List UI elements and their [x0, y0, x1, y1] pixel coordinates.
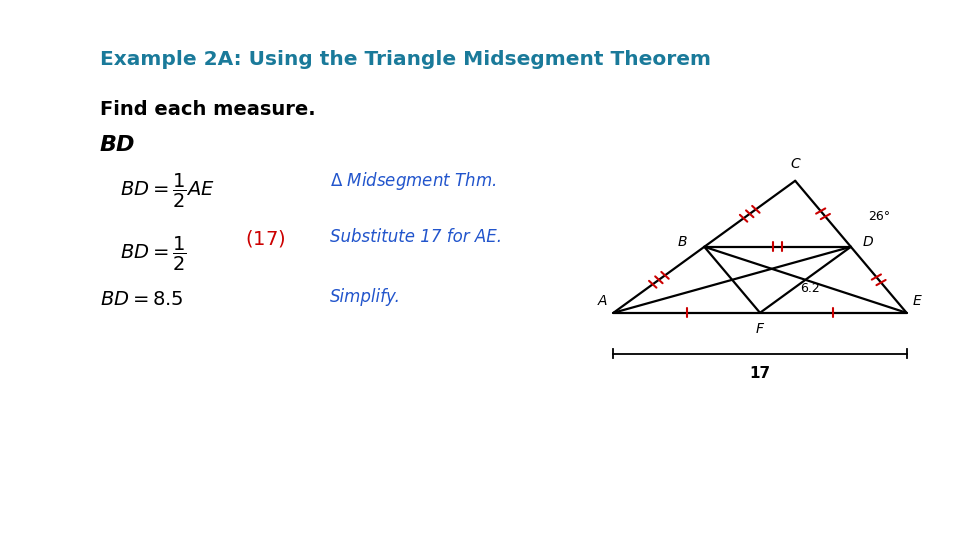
Text: E: E [912, 294, 922, 308]
Text: 6.2: 6.2 [800, 282, 820, 295]
Text: 26°: 26° [869, 210, 891, 223]
Text: Substitute 17 for AE.: Substitute 17 for AE. [330, 228, 502, 246]
Text: 17: 17 [750, 366, 771, 381]
Text: $\it{BD} = \dfrac{1}{2}$: $\it{BD} = \dfrac{1}{2}$ [120, 235, 187, 273]
Text: D: D [863, 235, 874, 249]
Text: $(17)$: $(17)$ [245, 228, 285, 249]
Text: Find each measure.: Find each measure. [100, 100, 316, 119]
Text: B: B [677, 235, 686, 249]
Text: A: A [598, 294, 608, 308]
Text: $\Delta$ Midsegment Thm.: $\Delta$ Midsegment Thm. [330, 170, 496, 192]
Text: $\it{BD} = 8.5$: $\it{BD} = 8.5$ [100, 290, 183, 309]
Text: Simplify.: Simplify. [330, 288, 401, 306]
Text: $\it{BD} = \dfrac{1}{2}\it{AE}$: $\it{BD} = \dfrac{1}{2}\it{AE}$ [120, 172, 215, 210]
Text: C: C [790, 157, 800, 171]
Text: F: F [756, 322, 764, 336]
Text: Example 2A: Using the Triangle Midsegment Theorem: Example 2A: Using the Triangle Midsegmen… [100, 50, 711, 69]
Text: BD: BD [100, 135, 135, 155]
